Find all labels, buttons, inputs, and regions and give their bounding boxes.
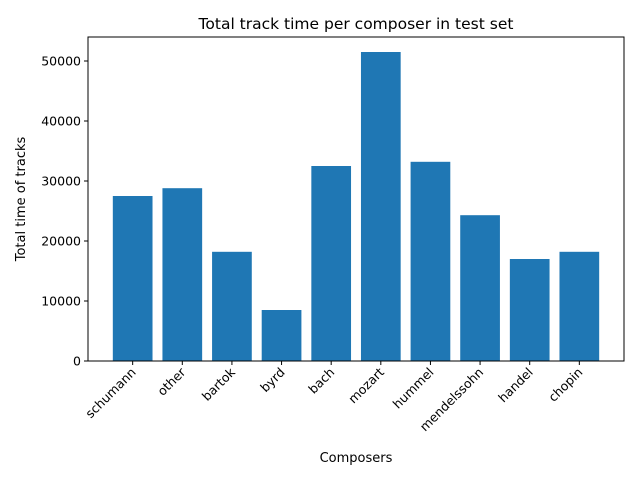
bar-chopin — [559, 251, 600, 361]
bars-group — [112, 52, 600, 361]
y-tick-label-20000: 20000 — [41, 234, 81, 249]
x-tick-label-hummel: hummel — [390, 365, 437, 412]
x-tick-label-schumann: schumann — [82, 365, 139, 422]
y-axis-label: Total time of tracks — [14, 137, 29, 263]
x-tick-label-chopin: chopin — [545, 365, 585, 405]
chart-title: Total track time per composer in test se… — [198, 15, 514, 33]
x-tick-label-mozart: mozart — [345, 364, 387, 406]
bar-bach — [311, 166, 352, 361]
x-tick-label-bach: bach — [305, 365, 337, 397]
bar-mendelssohn — [460, 215, 500, 361]
y-tick-label-0: 0 — [73, 354, 81, 369]
y-tick-label-30000: 30000 — [41, 174, 81, 189]
bar-handel — [509, 259, 550, 361]
x-tick-label-other: other — [154, 364, 189, 399]
x-axis-ticks: schumann other bartok byrd bach mozart hummelm… — [82, 361, 585, 434]
bar-bartok — [212, 251, 252, 361]
x-tick-label-handel: handel — [495, 365, 536, 406]
y-tick-label-40000: 40000 — [41, 114, 81, 129]
x-tick-label-byrd: byrd — [257, 365, 288, 396]
bar-other — [162, 188, 203, 361]
x-axis-label: Composers — [320, 451, 393, 466]
plot-frame — [87, 36, 625, 362]
bar-byrd — [261, 310, 302, 361]
y-tick-label-10000: 10000 — [41, 294, 81, 309]
y-axis-ticks: 0 10000 20000 30000 40000 50000 — [41, 54, 88, 369]
bar-schumann — [112, 196, 153, 361]
y-tick-label-50000: 50000 — [41, 54, 81, 69]
bar-mozart — [360, 52, 401, 361]
x-tick-label-bartok: bartok — [199, 364, 239, 404]
bar-hummel — [410, 161, 451, 361]
